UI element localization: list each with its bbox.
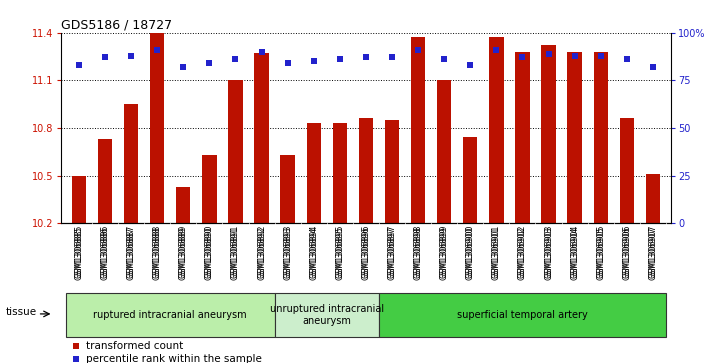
- Point: [413, 47, 424, 53]
- Bar: [437, 80, 451, 223]
- Point: [99, 54, 111, 60]
- Point: [386, 54, 398, 60]
- Text: GSM1306892: GSM1306892: [257, 227, 266, 280]
- Bar: [411, 37, 426, 223]
- Point: [74, 62, 85, 68]
- Text: GSM1306903: GSM1306903: [544, 227, 553, 280]
- Point: [569, 53, 580, 58]
- Point: [151, 47, 163, 53]
- Point: [491, 47, 502, 53]
- Bar: [333, 123, 347, 223]
- Point: [621, 56, 633, 62]
- FancyBboxPatch shape: [379, 293, 666, 337]
- Point: [543, 51, 554, 57]
- Bar: [176, 187, 191, 223]
- Text: GSM1306902: GSM1306902: [518, 227, 527, 280]
- Text: GSM1306906: GSM1306906: [623, 227, 631, 280]
- Point: [230, 56, 241, 62]
- Bar: [228, 80, 243, 223]
- Point: [178, 64, 189, 70]
- Bar: [385, 120, 399, 223]
- Bar: [568, 52, 582, 223]
- Text: ruptured intracranial aneurysm: ruptured intracranial aneurysm: [94, 310, 247, 320]
- Text: GSM1306899: GSM1306899: [440, 227, 448, 280]
- Text: GSM1306897: GSM1306897: [388, 227, 396, 280]
- Bar: [516, 52, 530, 223]
- Text: GSM1306888: GSM1306888: [153, 227, 161, 280]
- Text: GSM1306886: GSM1306886: [101, 227, 109, 280]
- Text: GSM1306907: GSM1306907: [648, 227, 658, 280]
- Text: tissue: tissue: [6, 307, 37, 318]
- Point: [203, 60, 215, 66]
- Point: [517, 54, 528, 60]
- Point: [70, 343, 81, 349]
- Text: GSM1306894: GSM1306894: [309, 227, 318, 280]
- Text: GDS5186 / 18727: GDS5186 / 18727: [61, 19, 172, 32]
- Bar: [463, 138, 478, 223]
- Text: GSM1306896: GSM1306896: [361, 227, 371, 280]
- Point: [595, 53, 606, 58]
- Point: [70, 356, 81, 362]
- Text: GSM1306891: GSM1306891: [231, 227, 240, 280]
- Bar: [358, 118, 373, 223]
- Text: GSM1306900: GSM1306900: [466, 227, 475, 280]
- Text: GSM1306885: GSM1306885: [74, 227, 84, 280]
- Text: GSM1306905: GSM1306905: [596, 227, 605, 280]
- Text: GSM1306895: GSM1306895: [336, 227, 344, 280]
- FancyBboxPatch shape: [66, 293, 275, 337]
- Text: unruptured intracranial
aneurysm: unruptured intracranial aneurysm: [270, 304, 384, 326]
- Text: GSM1306901: GSM1306901: [492, 227, 501, 280]
- Text: GSM1306889: GSM1306889: [178, 227, 188, 280]
- Bar: [489, 37, 503, 223]
- Point: [126, 53, 137, 58]
- Point: [282, 60, 293, 66]
- Text: superficial temporal artery: superficial temporal artery: [457, 310, 588, 320]
- Point: [360, 54, 371, 60]
- Bar: [98, 139, 112, 223]
- Text: GSM1306898: GSM1306898: [413, 227, 423, 280]
- Bar: [150, 33, 164, 223]
- Text: GSM1306904: GSM1306904: [570, 227, 579, 280]
- Bar: [124, 104, 139, 223]
- Bar: [254, 53, 268, 223]
- Text: GSM1306887: GSM1306887: [126, 227, 136, 280]
- Point: [256, 49, 267, 55]
- Bar: [72, 176, 86, 223]
- Point: [465, 62, 476, 68]
- Point: [438, 56, 450, 62]
- Bar: [306, 123, 321, 223]
- Bar: [202, 155, 216, 223]
- Bar: [281, 155, 295, 223]
- Bar: [593, 52, 608, 223]
- Point: [647, 64, 658, 70]
- Text: transformed count: transformed count: [86, 341, 183, 351]
- Point: [308, 58, 319, 64]
- FancyBboxPatch shape: [275, 293, 379, 337]
- Bar: [620, 118, 634, 223]
- Text: GSM1306890: GSM1306890: [205, 227, 214, 280]
- Text: percentile rank within the sample: percentile rank within the sample: [86, 354, 262, 363]
- Point: [334, 56, 346, 62]
- Bar: [541, 45, 555, 223]
- Text: GSM1306893: GSM1306893: [283, 227, 292, 280]
- Bar: [645, 174, 660, 223]
